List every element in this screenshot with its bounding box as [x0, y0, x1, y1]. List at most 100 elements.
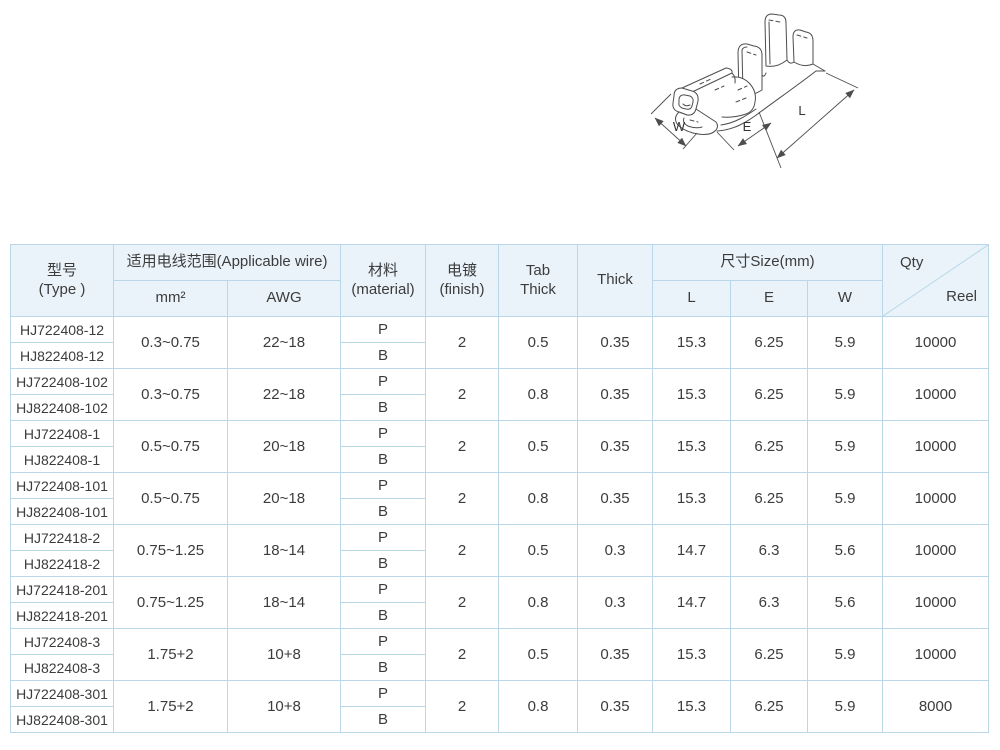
- dim-l-cell: 15.3: [652, 420, 731, 473]
- spec-row: HJ722408-301 1.75+2 10+8 P 2 0.8 0.35 15…: [10, 680, 990, 733]
- spec-row: HJ722408-12 0.3~0.75 22~18 P 2 0.5 0.35 …: [10, 316, 990, 369]
- col-header-type: 型号 (Type ): [10, 244, 114, 317]
- thick-cell: 0.35: [577, 472, 653, 525]
- col-header-awg: AWG: [227, 280, 341, 317]
- reel-header-label: Reel: [946, 288, 978, 306]
- thick-cell: 0.3: [577, 524, 653, 577]
- tab-thick-cell: 0.8: [498, 472, 578, 525]
- type-cell: HJ822418-2: [10, 550, 114, 577]
- col-header-mm2: mm²: [113, 280, 228, 317]
- material-cell: P: [340, 628, 426, 655]
- material-cell: P: [340, 420, 426, 447]
- awg-cell: 22~18: [227, 368, 341, 421]
- spec-row: HJ722408-101 0.5~0.75 20~18 P 2 0.8 0.35…: [10, 472, 990, 525]
- dim-w-cell: 5.9: [806, 628, 884, 681]
- col-header-tab-line2: Thick: [520, 280, 556, 298]
- dim-l-cell: 14.7: [652, 524, 731, 577]
- awg-cell: 22~18: [227, 316, 341, 369]
- mm2-cell: 1.75+2: [113, 628, 228, 681]
- tab-thick-cell: 0.5: [498, 524, 578, 577]
- col-header-finish-zh: 电镀: [446, 261, 477, 279]
- dim-e-cell: 6.25: [730, 368, 808, 421]
- diagonal-divider: [883, 245, 988, 316]
- material-cell: B: [340, 706, 426, 733]
- thick-cell: 0.35: [577, 628, 653, 681]
- mm2-cell: 1.75+2: [113, 680, 228, 733]
- col-header-material-zh: 材料: [367, 261, 398, 279]
- spec-row: HJ822408-1 B: [10, 446, 989, 473]
- type-cell: HJ722408-301: [10, 680, 114, 707]
- tab-thick-cell: 0.5: [498, 316, 578, 369]
- material-cell: B: [340, 342, 426, 369]
- type-cell: HJ722408-12: [10, 316, 114, 343]
- terminal-outline: [672, 13, 826, 135]
- col-header-material-en: (material): [351, 280, 415, 298]
- spec-row: HJ822408-301 B: [10, 706, 989, 733]
- dim-l-cell: 14.7: [652, 576, 731, 629]
- dim-e-cell: 6.25: [730, 680, 808, 733]
- col-header-wire-range: 适用电线范围(Applicable wire): [113, 244, 341, 281]
- material-cell: B: [340, 394, 426, 421]
- material-cell: B: [340, 654, 426, 681]
- reel-cell: 10000: [882, 368, 990, 421]
- thick-cell: 0.35: [577, 368, 653, 421]
- awg-cell: 18~14: [227, 576, 341, 629]
- mm2-cell: 0.75~1.25: [113, 576, 228, 629]
- tab-thick-cell: 0.8: [498, 680, 578, 733]
- reel-cell: 10000: [882, 524, 990, 577]
- thick-cell: 0.35: [577, 680, 653, 733]
- finish-cell: 2: [425, 524, 499, 577]
- awg-cell: 20~18: [227, 472, 341, 525]
- tab-thick-cell: 0.8: [498, 368, 578, 421]
- dim-w-cell: 5.9: [806, 420, 884, 473]
- col-header-qty-reel: Qty Reel: [882, 244, 990, 317]
- material-cell: P: [340, 576, 426, 603]
- reel-cell: 10000: [882, 420, 990, 473]
- awg-cell: 20~18: [227, 420, 341, 473]
- dimension-lines: [650, 72, 859, 169]
- type-cell: HJ722418-201: [10, 576, 114, 603]
- finish-cell: 2: [425, 576, 499, 629]
- material-cell: P: [340, 472, 426, 499]
- finish-cell: 2: [425, 420, 499, 473]
- dim-l-cell: 15.3: [652, 316, 731, 369]
- mm2-cell: 0.75~1.25: [113, 524, 228, 577]
- type-cell: HJ822418-201: [10, 602, 114, 629]
- dim-l-cell: 15.3: [652, 472, 731, 525]
- dim-w-cell: 5.9: [806, 368, 884, 421]
- col-header-e: E: [730, 280, 808, 317]
- tab-thick-cell: 0.8: [498, 576, 578, 629]
- material-cell: P: [340, 680, 426, 707]
- col-header-thick: Thick: [577, 244, 653, 317]
- spec-row: HJ722418-2 0.75~1.25 18~14 P 2 0.5 0.3 1…: [10, 524, 990, 577]
- type-cell: HJ722408-3: [10, 628, 114, 655]
- reel-cell: 10000: [882, 316, 990, 369]
- type-cell: HJ822408-12: [10, 342, 114, 369]
- spec-row: HJ822408-101 B: [10, 498, 989, 525]
- type-cell: HJ722408-1: [10, 420, 114, 447]
- reel-cell: 10000: [882, 576, 990, 629]
- col-header-w: W: [806, 280, 884, 317]
- dim-w-cell: 5.6: [806, 576, 884, 629]
- type-cell: HJ722418-2: [10, 524, 114, 551]
- spec-row: HJ722408-102 0.3~0.75 22~18 P 2 0.8 0.35…: [10, 368, 990, 421]
- material-cell: P: [340, 524, 426, 551]
- mm2-cell: 0.5~0.75: [113, 420, 228, 473]
- col-header-finish: 电镀 (finish): [425, 244, 499, 317]
- spec-row: HJ822408-12 B: [10, 342, 989, 369]
- dim-e-cell: 6.3: [730, 524, 808, 577]
- spec-row: HJ822418-201 B: [10, 602, 989, 629]
- dimension-label-e: E: [743, 119, 752, 134]
- type-cell: HJ822408-3: [10, 654, 114, 681]
- dim-l-cell: 15.3: [652, 628, 731, 681]
- material-cell: B: [340, 602, 426, 629]
- dim-l-cell: 15.3: [652, 680, 731, 733]
- reel-cell: 8000: [882, 680, 990, 733]
- dimension-label-w: W: [673, 119, 686, 134]
- mm2-cell: 0.5~0.75: [113, 472, 228, 525]
- spec-table: 型号 (Type ) 适用电线范围(Applicable wire) 材料 (m…: [10, 244, 990, 733]
- reel-cell: 10000: [882, 628, 990, 681]
- awg-cell: 18~14: [227, 524, 341, 577]
- material-cell: B: [340, 498, 426, 525]
- col-header-size: 尺寸Size(mm): [651, 244, 884, 281]
